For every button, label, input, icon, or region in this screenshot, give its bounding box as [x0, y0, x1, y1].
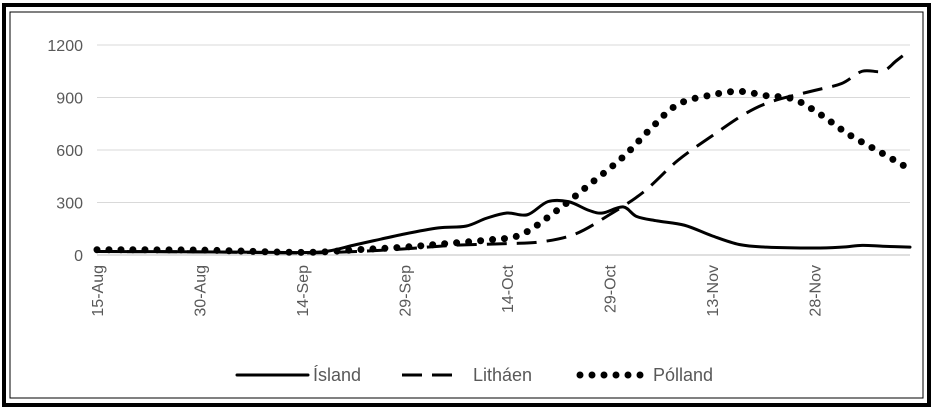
y-tick-label: 600 — [56, 143, 83, 160]
y-tick-label: 0 — [74, 248, 83, 265]
x-tick-label: 29-Sep — [397, 265, 414, 317]
y-axis: 0 300 600 900 1200 — [47, 38, 83, 265]
x-tick-label: 14-Sep — [295, 265, 312, 317]
y-tick-label: 1200 — [47, 38, 83, 55]
y-tick-label: 900 — [56, 91, 83, 108]
series-line-3 — [93, 87, 914, 256]
series-lines — [93, 49, 914, 256]
x-axis: 15-Aug 30-Aug 14-Sep 29-Sep 14-Oct 29-Oct 13-N… — [90, 254, 910, 317]
legend-label: Ísland — [313, 365, 361, 385]
chart-frame — [2, 3, 931, 407]
series-line-1 — [95, 198, 912, 255]
x-tick-label: 13-Nov — [705, 265, 722, 317]
x-tick-label: 29-Oct — [602, 264, 619, 313]
legend-label: Litháen — [473, 365, 532, 385]
series-line-2 — [96, 49, 911, 255]
x-tick-label: 15-Aug — [90, 265, 107, 317]
legend: Ísland Litháen Pólland — [235, 365, 713, 385]
x-tick-label: 14-Oct — [500, 264, 517, 313]
x-tick-label: 28-Nov — [807, 265, 824, 317]
x-tick-label: 30-Aug — [192, 265, 209, 317]
chart-inner-frame — [9, 11, 924, 399]
y-tick-label: 300 — [56, 196, 83, 213]
legend-label: Pólland — [653, 365, 713, 385]
